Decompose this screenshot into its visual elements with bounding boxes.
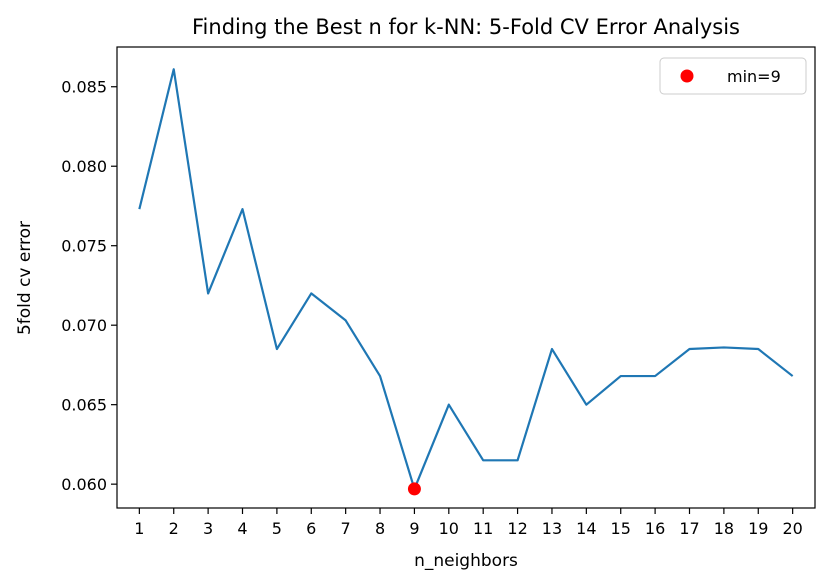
x-tick-label: 8 bbox=[375, 519, 385, 538]
series-layer bbox=[138, 68, 794, 496]
x-tick-label: 20 bbox=[782, 519, 802, 538]
y-axis: 0.060 0.065 0.070 0.075 0.080 0.085 bbox=[61, 78, 117, 494]
x-tick-label: 18 bbox=[714, 519, 734, 538]
x-tick-label: 17 bbox=[679, 519, 699, 538]
plot-frame bbox=[116, 46, 816, 509]
x-axis: 1 2 3 4 5 6 7 8 9 10 11 12 13 14 15 16 17 18 19 20 bbox=[134, 508, 803, 538]
y-tick-label: 0.080 bbox=[61, 157, 107, 176]
legend: min=9 bbox=[659, 57, 807, 95]
x-tick-label: 11 bbox=[473, 519, 493, 538]
legend-marker bbox=[680, 69, 694, 83]
x-tick-label: 16 bbox=[645, 519, 665, 538]
x-tick-label: 2 bbox=[169, 519, 179, 538]
x-tick-label: 12 bbox=[507, 519, 527, 538]
x-tick-label: 6 bbox=[306, 519, 316, 538]
series-line bbox=[138, 68, 794, 491]
legend-box bbox=[659, 57, 807, 95]
y-tick-label: 0.085 bbox=[61, 78, 107, 97]
min-point-marker bbox=[407, 482, 421, 496]
x-tick-label: 1 bbox=[134, 519, 144, 538]
y-axis-label: 5fold cv error bbox=[15, 221, 35, 335]
y-tick-label: 0.065 bbox=[61, 396, 107, 415]
x-tick-label: 19 bbox=[748, 519, 768, 538]
x-tick-label: 14 bbox=[576, 519, 596, 538]
plot-area bbox=[116, 46, 816, 509]
x-tick-label: 15 bbox=[611, 519, 631, 538]
x-tick-label: 7 bbox=[341, 519, 351, 538]
x-tick-label: 10 bbox=[439, 519, 459, 538]
y-tick-label: 0.070 bbox=[61, 316, 107, 335]
y-tick-label: 0.060 bbox=[61, 475, 107, 494]
x-tick-label: 5 bbox=[272, 519, 282, 538]
x-axis-label: n_neighbors bbox=[414, 551, 518, 571]
x-tick-label: 9 bbox=[409, 519, 419, 538]
y-tick-label: 0.075 bbox=[61, 237, 107, 256]
legend-label: min=9 bbox=[727, 67, 781, 86]
chart-title: Finding the Best n for k-NN: 5-Fold CV E… bbox=[192, 15, 740, 39]
x-tick-label: 3 bbox=[203, 519, 213, 538]
x-tick-label: 13 bbox=[542, 519, 562, 538]
x-tick-label: 4 bbox=[237, 519, 247, 538]
